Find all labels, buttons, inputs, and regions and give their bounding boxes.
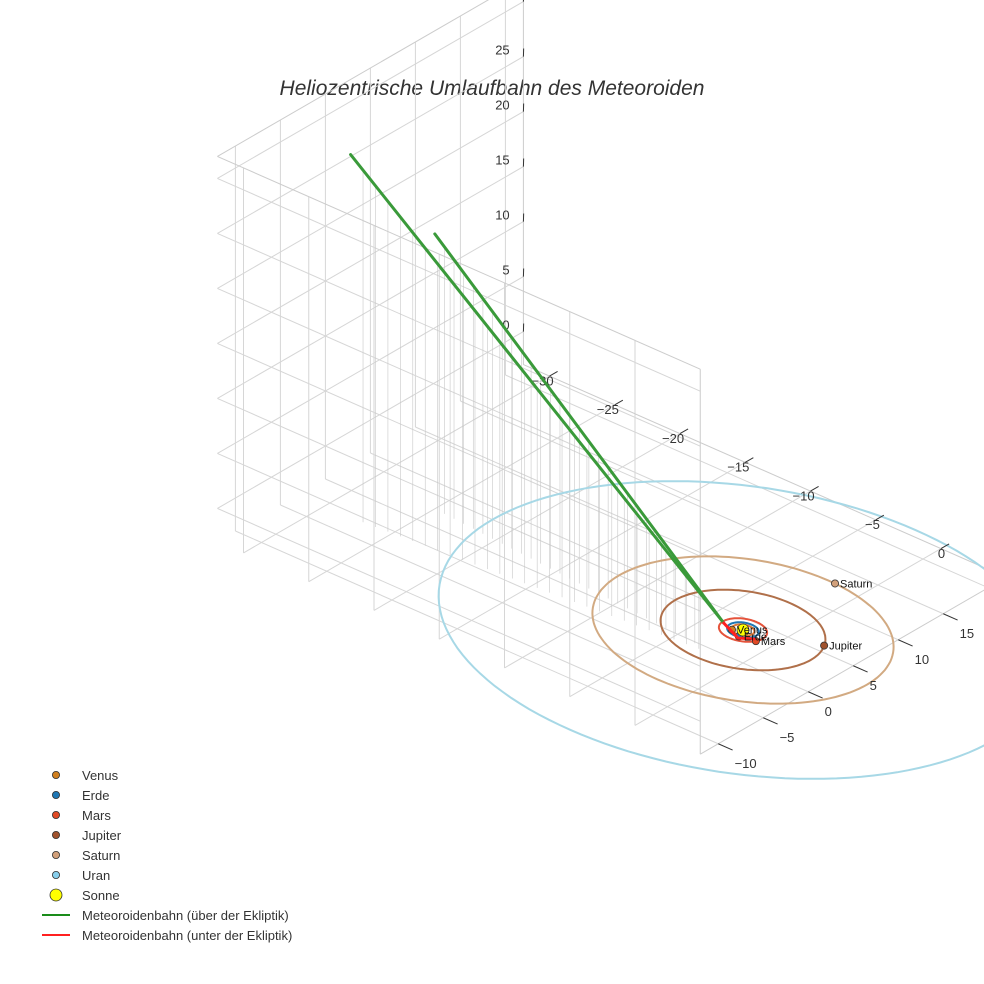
y-tick-label: 0: [825, 704, 832, 719]
z-tick-label: 5: [502, 262, 509, 277]
wall-grid-line: [217, 56, 524, 234]
legend-label: Meteoroidenbahn (über der Ekliptik): [82, 908, 289, 923]
legend-swatch-dot: [52, 791, 61, 800]
trajectory-line: [722, 621, 756, 641]
legend-item: Meteoroidenbahn (unter der Ekliptik): [42, 928, 292, 943]
legend-swatch-dot: [52, 831, 61, 840]
planet-label: Mars: [761, 636, 786, 648]
x-tick-label: −5: [865, 517, 880, 532]
x-tick-mark: [940, 543, 950, 550]
wall-grid-line: [217, 166, 524, 344]
axis-ticks: −30−25−20−15−10−50−10−505101520051015202…: [495, 0, 974, 771]
legend-item: Uran: [52, 868, 110, 883]
wall-grid-line: [217, 111, 524, 289]
wall-grid-line: [217, 177, 701, 392]
legend-label: Jupiter: [82, 828, 122, 843]
z-tick-label: 0: [502, 317, 509, 332]
y-tick-mark: [853, 665, 868, 673]
wall-grid-line: [217, 1, 524, 179]
x-tick-mark: [549, 370, 558, 377]
floor-grid-line: [235, 530, 719, 745]
legend-label: Uran: [82, 868, 110, 883]
y-tick-label: 15: [960, 626, 974, 641]
legend-swatch-dot: [52, 811, 61, 820]
y-tick-mark: [808, 691, 823, 699]
planet-label: Venus: [737, 625, 768, 637]
point-saturn: [831, 579, 840, 588]
legend-swatch-dot: [52, 871, 61, 880]
y-tick-mark: [763, 717, 778, 725]
legend-label: Sonne: [82, 888, 120, 903]
legend-item: Erde: [52, 788, 109, 803]
x-tick-label: −20: [662, 431, 684, 446]
x-tick-mark: [744, 457, 754, 463]
box-edge: [217, 155, 701, 370]
wall-grid-line: [217, 232, 701, 447]
z-tick-label: 15: [495, 152, 509, 167]
wall-grid-line: [217, 507, 701, 722]
legend-item: Mars: [52, 808, 111, 823]
x-tick-label: −15: [727, 460, 749, 475]
box-edge: [699, 589, 984, 755]
planet-label: Erde: [744, 631, 767, 643]
y-tick-label: 10: [915, 652, 929, 667]
trajectory-line: [349, 153, 726, 625]
y-tick-mark: [943, 613, 958, 621]
box-edge: [523, 364, 984, 569]
orbit-jupiter: [659, 588, 827, 672]
legend-label: Venus: [82, 768, 119, 783]
planet-label: Jupiter: [829, 641, 862, 653]
wall-grid-line: [217, 221, 524, 399]
grid-lines: [217, 0, 984, 755]
legend-label: Mars: [82, 808, 111, 823]
z-tick-label: 20: [495, 97, 509, 112]
legend-item: Venus: [52, 768, 119, 783]
wall-grid-line: [217, 452, 701, 667]
y-tick-mark: [718, 743, 733, 751]
legend-item: Sonne: [49, 888, 120, 903]
x-tick-mark: [875, 514, 885, 521]
orbit-uran: [437, 480, 984, 780]
x-tick-label: −25: [597, 402, 619, 417]
legend-swatch-dot: [52, 851, 61, 860]
point-sonne: [736, 623, 750, 637]
legend: Venus Erde Mars Jupiter Saturn Uran Sonne Meteo…: [42, 768, 292, 943]
legend-item: Meteoroidenbahn (über der Ekliptik): [42, 908, 289, 923]
point-jupiter: [820, 641, 829, 650]
floor-grid-line: [325, 478, 809, 693]
x-tick-mark: [810, 485, 819, 492]
z-tick-label: 25: [495, 42, 509, 57]
y-tick-mark: [898, 639, 913, 647]
floor-grid-line: [505, 374, 984, 587]
legend-swatch-dot: [52, 771, 61, 780]
chart-title: Heliozentrische Umlaufbahn des Meteoroid…: [280, 77, 705, 100]
floor-grid-line: [280, 504, 764, 719]
legend-item: Jupiter: [52, 828, 122, 843]
x-tick-mark: [614, 399, 624, 406]
y-tick-label: 5: [870, 678, 877, 693]
x-tick-mark: [679, 428, 689, 435]
legend-label: Meteoroidenbahn (unter der Ekliptik): [82, 928, 292, 943]
wall-grid-line: [217, 287, 701, 502]
meteoroid-drop-lines: [362, 170, 700, 649]
x-tick-label: 0: [938, 546, 945, 561]
orbit-saturn: [591, 555, 895, 705]
legend-item: Saturn: [52, 848, 120, 863]
wall-grid-line: [217, 331, 524, 509]
legend-label: Erde: [82, 788, 109, 803]
legend-swatch-dot: [49, 888, 63, 902]
y-tick-label: −10: [735, 756, 757, 771]
wall-grid-line: [217, 342, 701, 557]
planet-label: Saturn: [840, 578, 872, 590]
legend-label: Saturn: [82, 848, 120, 863]
z-tick-label: 30: [495, 0, 509, 2]
y-tick-label: −5: [780, 730, 795, 745]
x-tick-label: −10: [793, 488, 815, 503]
z-tick-label: 10: [495, 207, 509, 222]
trajectory-line: [433, 232, 726, 625]
box-edge: [217, 0, 490, 157]
chart-series: [349, 153, 840, 650]
